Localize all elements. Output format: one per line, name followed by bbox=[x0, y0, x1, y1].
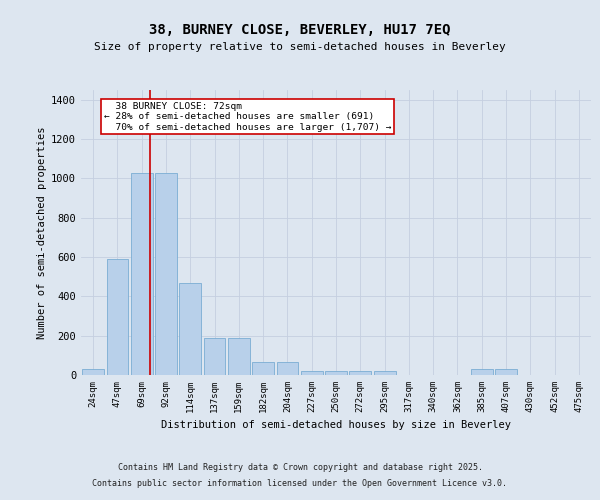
Bar bbox=[495, 370, 517, 375]
Bar bbox=[155, 173, 177, 375]
Bar bbox=[349, 372, 371, 375]
Bar bbox=[277, 362, 298, 375]
Bar bbox=[203, 338, 226, 375]
Bar bbox=[471, 370, 493, 375]
Y-axis label: Number of semi-detached properties: Number of semi-detached properties bbox=[37, 126, 47, 339]
Bar bbox=[252, 362, 274, 375]
Text: 38 BURNEY CLOSE: 72sqm  
← 28% of semi-detached houses are smaller (691)
  70% o: 38 BURNEY CLOSE: 72sqm ← 28% of semi-det… bbox=[104, 102, 392, 132]
Text: 38, BURNEY CLOSE, BEVERLEY, HU17 7EQ: 38, BURNEY CLOSE, BEVERLEY, HU17 7EQ bbox=[149, 22, 451, 36]
Text: Size of property relative to semi-detached houses in Beverley: Size of property relative to semi-detach… bbox=[94, 42, 506, 52]
Bar bbox=[374, 372, 395, 375]
Bar bbox=[131, 173, 152, 375]
X-axis label: Distribution of semi-detached houses by size in Beverley: Distribution of semi-detached houses by … bbox=[161, 420, 511, 430]
Bar bbox=[82, 370, 104, 375]
Bar bbox=[301, 371, 323, 375]
Bar bbox=[228, 338, 250, 375]
Bar bbox=[325, 371, 347, 375]
Text: Contains HM Land Registry data © Crown copyright and database right 2025.: Contains HM Land Registry data © Crown c… bbox=[118, 464, 482, 472]
Text: Contains public sector information licensed under the Open Government Licence v3: Contains public sector information licen… bbox=[92, 478, 508, 488]
Bar bbox=[107, 259, 128, 375]
Bar bbox=[179, 282, 201, 375]
